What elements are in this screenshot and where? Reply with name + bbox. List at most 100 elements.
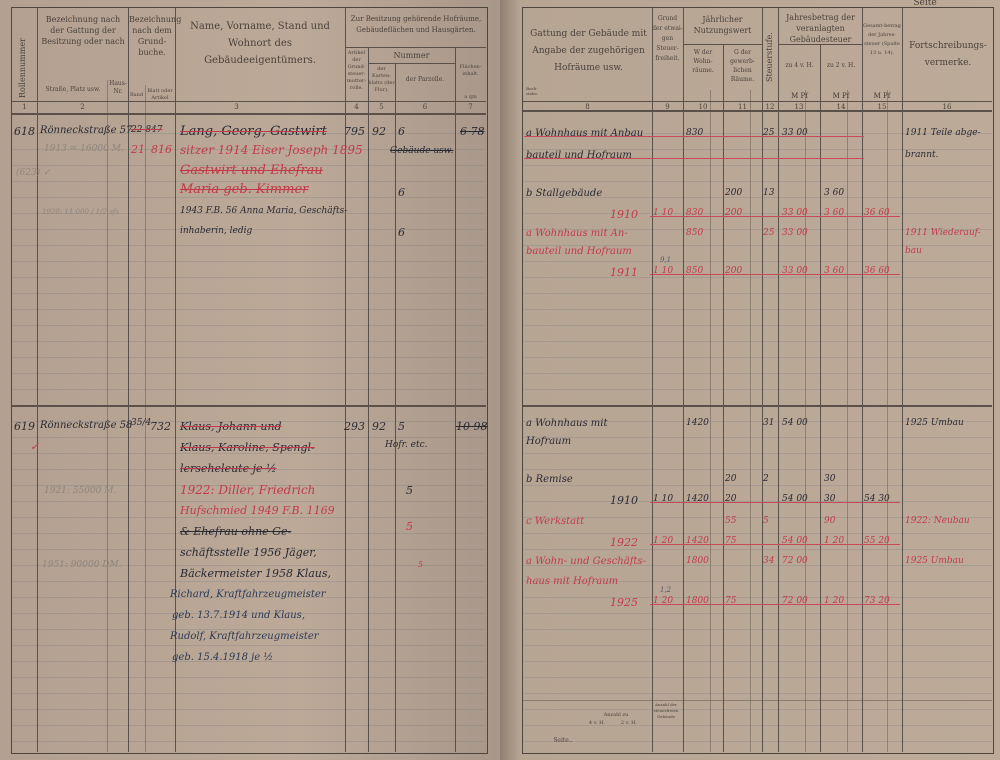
col-number: 3 bbox=[234, 103, 239, 111]
value-note: 1913 = 16000 M. bbox=[44, 144, 124, 154]
owner-line: Gastwirt und Ehefrau bbox=[180, 163, 323, 178]
building-type: b Remise bbox=[526, 474, 573, 485]
col-number: 16 bbox=[942, 103, 952, 111]
header-house-nr: Haus-Nr. bbox=[109, 80, 127, 95]
col-number: 1 bbox=[22, 103, 27, 111]
row-frei: 1 10 bbox=[653, 208, 674, 218]
row-total: 73 20 bbox=[864, 596, 890, 606]
col-number: 12 bbox=[765, 103, 775, 111]
row-s13: 72 00 bbox=[782, 556, 808, 566]
right-page: Seite Gattung der Gebäude mit Angabe der… bbox=[500, 0, 1000, 760]
strike-line bbox=[650, 502, 900, 503]
row-note: 1925 Umbau bbox=[905, 418, 964, 428]
row-g: 200 bbox=[725, 266, 743, 276]
owner-line: geb. 15.4.1918 je ½ bbox=[172, 652, 274, 663]
row-s13: 54 00 bbox=[782, 494, 808, 504]
row-stufe: 5 bbox=[763, 516, 769, 526]
building-type: a Wohnhaus mit bbox=[526, 418, 608, 429]
currency-unit-col15: M Pf bbox=[873, 92, 891, 100]
row-g: 20 bbox=[725, 474, 737, 484]
strike-line bbox=[650, 604, 900, 605]
header-band: Band bbox=[129, 92, 144, 98]
row-s13: 72 00 bbox=[782, 596, 808, 606]
building-type: bauteil und Hofraum bbox=[526, 246, 632, 257]
band: 21 bbox=[131, 143, 145, 156]
strike-line bbox=[650, 216, 900, 217]
row-frei: 1 20 bbox=[653, 536, 674, 546]
row-total: 36 60 bbox=[864, 266, 890, 276]
strike-line bbox=[650, 544, 900, 545]
row-w: 1420 bbox=[686, 494, 709, 504]
col-number: 4 bbox=[354, 103, 359, 111]
year-label: 1911 bbox=[610, 266, 638, 279]
strike-line bbox=[650, 274, 900, 275]
page-corner-label: Seite bbox=[913, 0, 937, 8]
street: Rönneckstraße 57 bbox=[40, 125, 133, 136]
owner-line: Klaus, Johann und bbox=[180, 420, 282, 433]
header-tax-level: Steuerstufe. bbox=[765, 32, 774, 82]
row-s14: 30 bbox=[824, 494, 836, 504]
parzelle: Gebäude usw. bbox=[390, 146, 454, 156]
faint-note: 1951: 90000 DM. bbox=[42, 560, 122, 570]
col-number: 8 bbox=[585, 103, 590, 111]
row-stufe: 34 bbox=[763, 556, 775, 566]
header-flaeche: Flächen-inhalt. bbox=[459, 64, 482, 77]
building-type: c Werkstatt bbox=[526, 516, 585, 527]
header-artikel: Artikel der Grund-steuer-mutter-rolle. bbox=[346, 50, 367, 91]
row-w: 850 bbox=[686, 266, 704, 276]
header-annual-tax: Jahresbetrag der veranlagten Gebäudesteu… bbox=[786, 13, 855, 44]
col-number: 11 bbox=[738, 103, 747, 111]
row-s14: 3 60 bbox=[824, 188, 845, 198]
col-number: 9 bbox=[665, 103, 670, 111]
artikel: 795 bbox=[344, 125, 365, 138]
owner-line: Hufschmied 1949 F.B. 1169 bbox=[180, 504, 335, 517]
header-group-yards: Zur Besitzung gehörende Hofräume, Gebäud… bbox=[350, 15, 482, 34]
flaeche: 6 78 bbox=[460, 125, 485, 138]
row-s14: 3 60 bbox=[824, 266, 845, 276]
year-label: 1922 bbox=[610, 536, 638, 549]
street: Rönneckstraße 58 bbox=[40, 420, 133, 431]
footer-4pct: 4 v. H. bbox=[588, 720, 606, 726]
col-number: 7 bbox=[468, 103, 473, 111]
building-type: a Wohnhaus mit An- bbox=[526, 228, 628, 239]
parzelle: 5 bbox=[398, 420, 405, 433]
header-land-register: Bezeichnung nach dem Grund-buche. bbox=[129, 15, 182, 57]
row-total: 36 60 bbox=[864, 208, 890, 218]
row-w: 1420 bbox=[686, 418, 709, 428]
row-s13: 33 00 bbox=[782, 208, 808, 218]
header-flaeche-units: a qm bbox=[464, 94, 477, 100]
header-blatt: Blatt oder Artikel bbox=[147, 88, 173, 101]
row-note: 1922: Neubau bbox=[905, 516, 970, 526]
row-s14: 3 60 bbox=[824, 208, 845, 218]
parzelle: 5 bbox=[406, 484, 413, 497]
row-annotation: 9,1 bbox=[660, 256, 672, 264]
row-w: 830 bbox=[686, 128, 704, 138]
owner-line: inhaberin, ledig bbox=[180, 226, 253, 236]
row-note: 1925 Umbau bbox=[905, 556, 964, 566]
blatt: 732 bbox=[150, 420, 171, 433]
building-type: Hofraum bbox=[526, 436, 572, 447]
header-2pct: zu 2 v. H. bbox=[826, 62, 856, 69]
row-w: 830 bbox=[686, 208, 704, 218]
row-note: bau bbox=[905, 246, 922, 256]
row-total: 54 30 bbox=[864, 494, 890, 504]
strike-line bbox=[524, 136, 864, 137]
header-roll-number: Rollennummer bbox=[18, 38, 27, 98]
row-note: 1911 Teile abge- bbox=[905, 128, 981, 138]
owner-line: geb. 13.7.1914 und Klaus, bbox=[172, 610, 305, 621]
check-mark: (623) ✓ bbox=[16, 168, 51, 178]
owner-line: schäftsstelle 1956 Jäger, bbox=[180, 546, 317, 559]
owner-line: Bäckermeister 1958 Klaus, bbox=[180, 567, 332, 580]
row-g: 200 bbox=[725, 188, 743, 198]
roll-number: 618 bbox=[14, 125, 35, 138]
owner-line: Klaus, Karoline, Spengl- bbox=[180, 441, 315, 454]
building-type: bauteil und Hofraum bbox=[526, 150, 632, 161]
row-stufe: 13 bbox=[763, 188, 775, 198]
header-designation: Bezeichnung nach der Gattung der Besitzu… bbox=[41, 15, 125, 46]
row-g: 75 bbox=[725, 536, 737, 546]
currency-unit-col14: M Pf bbox=[832, 92, 850, 100]
row-s14: 1 20 bbox=[824, 596, 845, 606]
owner-line: Lang, Georg, Gastwirt bbox=[180, 124, 327, 139]
parzelle: 5 bbox=[406, 520, 413, 533]
header-owner: Name, Vorname, Stand und Wohnort des Geb… bbox=[190, 21, 330, 66]
